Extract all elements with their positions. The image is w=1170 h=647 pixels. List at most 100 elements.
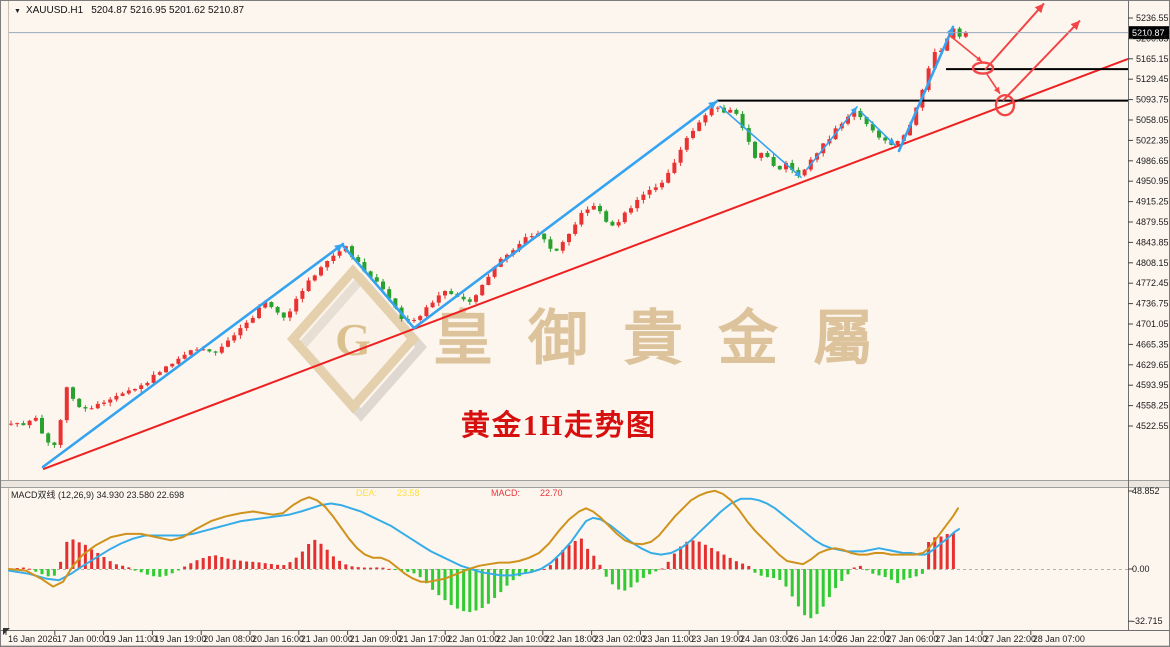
macd-value: 22.70: [540, 488, 563, 498]
candle: [126, 390, 131, 394]
macd-bar: [170, 569, 174, 574]
candle: [312, 275, 317, 281]
price-tick-label: 5200.85: [1136, 33, 1169, 43]
macd-bar: [437, 569, 441, 596]
macd-bar: [220, 556, 224, 569]
macd-bar: [908, 569, 912, 579]
macd-bar: [462, 569, 466, 612]
chevron-down-icon[interactable]: ▼: [14, 8, 21, 15]
macd-bar: [294, 557, 298, 569]
time-tick-label: 23 Jan 02:00: [594, 634, 646, 644]
candle: [610, 221, 615, 226]
macd-bar: [226, 558, 230, 569]
candle: [759, 152, 764, 158]
highlight-ellipse[interactable]: [994, 93, 1016, 117]
macd-bar: [164, 569, 168, 576]
candle: [622, 212, 627, 223]
watermark-brand-text: 皇御貴金屬: [433, 306, 908, 372]
macd-bar: [145, 569, 149, 575]
candle: [765, 152, 770, 157]
candle: [33, 417, 38, 421]
macd-bar: [59, 561, 63, 569]
candle: [467, 299, 472, 302]
arrowhead: [708, 101, 717, 110]
arrowhead: [334, 244, 343, 253]
candle: [281, 312, 286, 318]
zigzag-segment[interactable]: [41, 242, 345, 469]
candle: [424, 307, 429, 317]
candle: [542, 233, 547, 240]
candle: [858, 110, 863, 118]
time-tick-label: 20 Jan 16:00: [252, 634, 304, 644]
macd-bar: [883, 569, 887, 578]
candle: [83, 407, 88, 409]
candle: [684, 137, 689, 150]
macd-bar: [765, 569, 769, 578]
candle: [176, 358, 181, 364]
price-tick-label: 4629.65: [1136, 360, 1169, 370]
macd-bar: [710, 548, 714, 569]
macd-bar: [858, 565, 862, 569]
zigzag-segment[interactable]: [897, 25, 955, 153]
time-tick-label: 19 Jan 11:00: [106, 634, 157, 644]
candle: [157, 372, 162, 375]
candle: [777, 165, 782, 170]
candle: [164, 366, 168, 373]
brand-logo: G: [286, 264, 428, 422]
macd-indicator-label: MACD双线 (12,26,9) 34.930 23.580 22.698: [11, 490, 185, 500]
macd-bar: [561, 550, 565, 569]
time-tick-label: 28 Jan 07:00: [1033, 634, 1085, 644]
candle: [560, 242, 565, 251]
time-tick-label: 27 Jan 14:00: [935, 634, 987, 644]
candle: [89, 408, 94, 410]
price-tick-label: 5093.75: [1136, 95, 1169, 105]
price-tick-label: 4665.35: [1136, 339, 1169, 349]
macd-bar: [480, 569, 484, 608]
zigzag-segment[interactable]: [806, 106, 858, 170]
candle: [393, 298, 398, 308]
candle: [226, 340, 230, 347]
candle: [201, 349, 206, 351]
chart-caption-text: 黄金1H走势图: [461, 408, 657, 442]
price-tick-label: 4879.55: [1136, 217, 1169, 227]
candle: [926, 68, 931, 90]
projection-arrow[interactable]: [1002, 19, 1081, 102]
macd-bar: [827, 569, 831, 598]
macd-bar: [46, 569, 50, 577]
candle: [523, 237, 528, 244]
candle: [269, 302, 274, 308]
candle: [275, 307, 280, 313]
panel-splitter[interactable]: [1, 480, 1170, 487]
candle: [418, 316, 423, 320]
candle: [672, 162, 677, 173]
macd-bar: [412, 569, 416, 574]
highlight-ellipse[interactable]: [971, 61, 995, 75]
macd-bar: [951, 532, 955, 569]
candle: [95, 403, 100, 409]
projection-arrow[interactable]: [948, 34, 983, 63]
candle: [52, 442, 57, 445]
time-tick-label: 23 Jan 11:00: [642, 634, 693, 644]
macd-bar: [635, 569, 639, 583]
zigzag-segment[interactable]: [412, 99, 719, 330]
macd-tick-label: 0.00: [1132, 564, 1150, 574]
candle: [120, 393, 125, 396]
macd-bar: [127, 567, 131, 569]
zigzag-segment[interactable]: [341, 244, 416, 330]
candle: [529, 236, 534, 238]
candle: [740, 113, 745, 129]
candle: [430, 302, 435, 308]
macd-tick-label: -32.715: [1132, 616, 1163, 626]
macd-bar: [288, 562, 292, 569]
macd-bar: [741, 563, 745, 569]
macd-bar: [28, 568, 32, 570]
macd-bar: [945, 534, 949, 569]
macd-bar: [418, 569, 422, 578]
projection-arrow[interactable]: [984, 2, 1045, 71]
trendline[interactable]: [42, 57, 1129, 471]
time-tick-label: 17 Jan 00:00: [57, 634, 109, 644]
zigzag-segment[interactable]: [719, 105, 802, 178]
macd-bar: [927, 542, 931, 569]
zigzag-segment[interactable]: [860, 111, 896, 146]
